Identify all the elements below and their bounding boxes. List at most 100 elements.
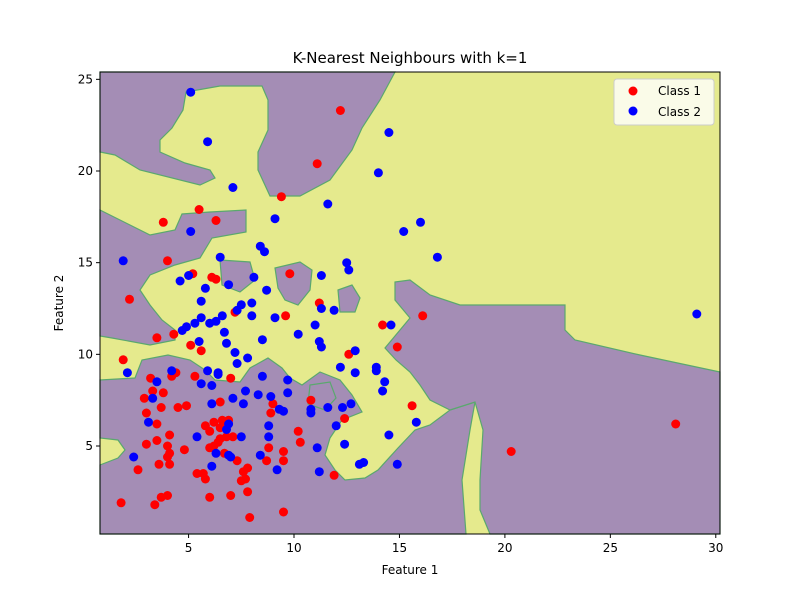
point-class-2 <box>331 421 341 431</box>
y-tick-label: 15 <box>78 256 93 270</box>
point-class-2 <box>272 465 282 475</box>
point-class-1 <box>152 436 162 445</box>
point-class-1 <box>125 294 134 304</box>
point-class-2 <box>228 393 238 403</box>
point-class-1 <box>266 408 276 418</box>
y-tick-label: 5 <box>85 439 93 453</box>
x-tick-label: 10 <box>286 541 301 555</box>
point-class-2 <box>283 388 293 398</box>
point-class-2 <box>129 452 139 462</box>
point-class-2 <box>344 265 354 275</box>
point-class-2 <box>249 272 259 282</box>
point-class-2 <box>217 311 227 321</box>
point-class-1 <box>163 256 172 266</box>
point-class-2 <box>241 386 250 396</box>
point-class-1 <box>194 205 204 214</box>
point-class-2 <box>200 283 210 293</box>
point-class-2 <box>196 313 206 323</box>
point-class-1 <box>279 507 288 517</box>
point-class-2 <box>194 337 204 346</box>
x-tick-label: 25 <box>603 541 618 555</box>
point-class-1 <box>279 456 288 466</box>
x-axis-ticks: 5 10 15 20 25 30 <box>185 534 723 555</box>
point-class-1 <box>418 311 428 321</box>
point-class-1 <box>268 399 278 409</box>
point-class-2 <box>184 271 194 280</box>
point-class-1 <box>118 355 128 365</box>
point-class-1 <box>156 403 166 412</box>
point-class-2 <box>122 368 132 378</box>
point-class-1 <box>150 500 160 510</box>
point-class-2 <box>257 371 267 381</box>
point-class-2 <box>247 311 257 321</box>
point-class-1 <box>506 447 516 456</box>
point-class-1 <box>152 419 162 429</box>
point-class-2 <box>323 199 333 209</box>
point-class-2 <box>316 271 326 280</box>
point-class-1 <box>196 346 206 356</box>
point-class-2 <box>207 461 217 471</box>
point-class-2 <box>215 252 225 262</box>
point-class-2 <box>371 362 381 372</box>
point-class-2 <box>260 247 269 257</box>
point-class-1 <box>293 426 303 436</box>
point-class-1 <box>211 216 221 225</box>
point-class-2 <box>222 338 231 348</box>
point-class-2 <box>211 316 221 326</box>
x-tick-label: 20 <box>497 541 512 555</box>
point-class-2 <box>306 408 316 418</box>
point-class-2 <box>226 452 236 462</box>
point-class-2 <box>213 370 223 379</box>
point-class-2 <box>228 183 238 192</box>
point-class-2 <box>314 467 324 477</box>
point-class-1 <box>262 456 272 466</box>
point-class-1 <box>158 217 168 227</box>
point-class-1 <box>152 333 162 343</box>
point-class-2 <box>232 359 242 368</box>
point-class-1 <box>215 397 225 407</box>
point-class-2 <box>416 217 425 227</box>
point-class-1 <box>243 487 253 497</box>
point-class-1 <box>226 491 236 500</box>
point-class-2 <box>186 87 196 97</box>
point-class-1 <box>209 417 219 427</box>
point-class-1 <box>139 393 149 403</box>
point-class-1 <box>241 474 250 484</box>
point-class-1 <box>329 470 339 480</box>
point-class-2 <box>346 399 356 409</box>
point-class-2 <box>293 329 303 339</box>
point-class-1 <box>279 447 288 456</box>
point-class-2 <box>255 450 265 460</box>
point-class-2 <box>152 377 162 387</box>
point-class-1 <box>186 340 196 350</box>
point-class-1 <box>141 408 151 418</box>
point-class-2 <box>350 368 360 378</box>
point-class-1 <box>165 448 175 458</box>
point-class-1 <box>190 371 200 381</box>
point-class-1 <box>200 474 210 484</box>
point-class-2 <box>342 258 352 268</box>
x-tick-label: 5 <box>185 541 193 555</box>
point-class-1 <box>281 311 291 321</box>
point-class-2 <box>224 280 234 290</box>
point-class-2 <box>279 406 288 416</box>
point-class-2 <box>207 381 217 390</box>
chart-title: K-Nearest Neighbours with k=1 <box>293 49 528 67</box>
decision-region-center-1 <box>274 261 313 306</box>
point-class-1 <box>407 401 417 411</box>
point-class-2 <box>182 322 191 332</box>
point-class-2 <box>316 304 326 313</box>
point-class-2 <box>236 300 246 310</box>
point-class-2 <box>270 313 280 323</box>
point-class-2 <box>386 320 396 330</box>
point-class-2 <box>144 417 153 427</box>
point-class-2 <box>148 393 158 403</box>
point-class-2 <box>270 214 280 224</box>
point-class-2 <box>380 377 390 387</box>
point-class-2 <box>224 419 234 429</box>
plot-area <box>99 71 721 535</box>
point-class-1 <box>276 192 286 202</box>
point-class-1 <box>179 445 189 455</box>
point-class-1 <box>192 469 202 478</box>
